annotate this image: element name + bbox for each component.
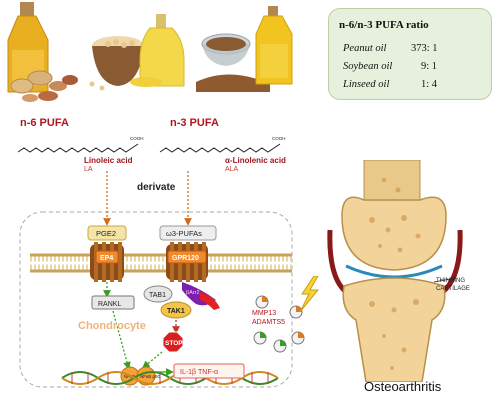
- fatty-acid-structures: COOH COOH: [17, 136, 286, 153]
- stop-label: STOP: [165, 340, 183, 347]
- femur-icon: [341, 196, 447, 271]
- signaling-pathway-diagram: derivate PGE2 ω3-PUFAs EP4 GPR120 RANKL …: [19, 171, 305, 388]
- rankl-to-nfkb-arrow: [112, 310, 131, 370]
- derivate-label: derivate: [137, 182, 176, 193]
- thinning-cartilage-label: THINNING CARTILAGE: [436, 277, 470, 293]
- cytokines-box: [173, 363, 245, 379]
- n6-title: n-6 PUFA: [20, 117, 69, 129]
- cell-membrane: [30, 253, 292, 273]
- tab1-label: TAB1: [149, 292, 166, 299]
- ep4-receptor: EP4: [90, 242, 124, 282]
- linseed-oil-bottle-icon: [255, 6, 293, 85]
- soybean-oil-bottle-icon: [130, 14, 185, 87]
- peanuts-icon: [10, 70, 78, 102]
- linoleic-acid-label: Linoleic acid: [84, 156, 133, 165]
- ratio-row-value: 1: 4: [421, 79, 438, 90]
- rankl-box: [91, 295, 135, 310]
- ratio-row-oil: Linseed oil: [343, 79, 390, 90]
- ratio-row-oil: Soybean oil: [343, 61, 393, 72]
- chondrocyte-label: Chondrocyte: [78, 320, 146, 332]
- ep4-label: EP4: [100, 255, 113, 262]
- pufa-ratio-box: n-6/n-3 PUFA ratio Peanut oil 373: 1 Soy…: [328, 8, 492, 100]
- gpr120-label: GPR120: [172, 255, 199, 262]
- gpr120-receptor: GPR120: [166, 242, 208, 282]
- ratio-row-value: 373: 1: [411, 43, 438, 54]
- thinning-label: THINNING: [436, 278, 465, 284]
- pge2-label: PGE2: [96, 229, 116, 238]
- linseed-bowl-icon: [196, 33, 270, 92]
- ala-abbr: ALA: [225, 166, 239, 173]
- adamts5-label: ADAMTS5: [252, 319, 285, 326]
- nfkb-p65-label: NFκB p65: [124, 374, 145, 379]
- ratio-box-title: n-6/n-3 PUFA ratio: [339, 19, 429, 31]
- stop-sign-icon: [162, 331, 184, 353]
- cartilage-label: CARTILAGE: [436, 286, 470, 292]
- mmp13-label: MMP13: [252, 310, 276, 317]
- alpha-linolenic-acid-structure: [159, 143, 281, 153]
- barr2-label: βArr2: [186, 290, 200, 296]
- ratio-row-value: 9: 1: [421, 61, 438, 72]
- osteoarthritis-caption: Osteoarthritis: [364, 379, 442, 394]
- n3-title: n-3 PUFA: [170, 117, 219, 129]
- pge2-box: [87, 225, 127, 241]
- nfkb-p50-label: NFκB p50: [140, 374, 161, 379]
- tab1-node: [143, 285, 173, 303]
- chondrocyte-cell-outline: [19, 211, 293, 388]
- n3-cooh-label: COOH: [272, 136, 286, 141]
- omega3-label: ω3-PUFAs: [166, 229, 202, 238]
- tak1-node: [160, 301, 192, 319]
- rankl-label: RANKL: [98, 301, 121, 308]
- oil-photos: [7, 2, 293, 102]
- alpha-linolenic-acid-label: α-Linolenic acid: [225, 156, 286, 165]
- omega3-box: [159, 225, 217, 241]
- la-abbr: LA: [84, 166, 93, 173]
- thinning-cartilage: [345, 264, 443, 279]
- dna-helix-icon: [61, 371, 279, 385]
- stop-to-nfkb-arrow: [141, 351, 163, 369]
- soybean-bowl-icon: [89, 36, 144, 91]
- tak1-label: TAK1: [167, 308, 185, 315]
- lightning-bolt-icon: [299, 276, 320, 312]
- n6-cooh-label: COOH: [130, 136, 144, 141]
- linoleic-acid-structure: [17, 143, 139, 153]
- knee-joint-illustration: [327, 160, 463, 382]
- cytokines-label: IL-1β TNF-α: [180, 369, 218, 376]
- tibia-icon: [342, 277, 446, 382]
- ratio-row-oil: Peanut oil: [343, 43, 387, 54]
